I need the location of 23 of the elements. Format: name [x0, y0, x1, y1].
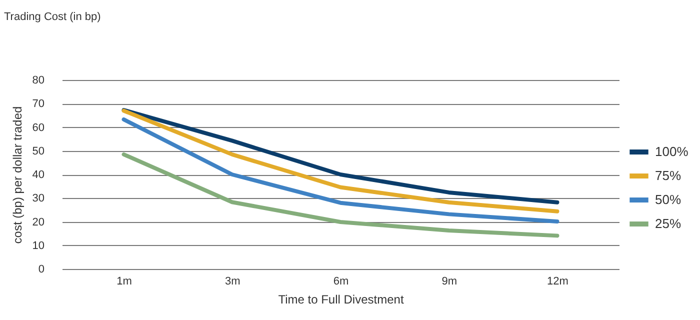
y-tick-label: 0: [38, 264, 44, 276]
x-axis-title: Time to Full Divestment: [278, 292, 404, 306]
x-tick-label: 12m: [547, 276, 568, 288]
x-tick-label: 3m: [224, 276, 240, 288]
line-series: [122, 152, 560, 238]
legend-label: 25%: [655, 216, 682, 231]
y-tick-label: 50: [32, 145, 44, 158]
legend-label: 100%: [655, 144, 689, 159]
x-tick-label: 6m: [333, 276, 349, 288]
y-tick-label: 40: [32, 169, 44, 181]
x-tick-label: 9m: [442, 276, 458, 288]
y-tick-label: 60: [32, 122, 44, 134]
y-tick-label: 20: [32, 216, 44, 228]
y-tick-label: 80: [32, 74, 44, 86]
y-axis-title: cost (bp) per dollar traded: [10, 106, 24, 244]
line-series: [122, 117, 560, 224]
chart-title: Trading Cost (in bp): [4, 11, 101, 23]
y-tick-label: 10: [32, 240, 44, 252]
y-tick-label: 30: [32, 192, 44, 205]
y-tick-label: 70: [32, 98, 44, 110]
legend-label: 75%: [655, 168, 682, 183]
x-tick-label: 1m: [116, 276, 132, 288]
legend-label: 50%: [655, 192, 682, 207]
